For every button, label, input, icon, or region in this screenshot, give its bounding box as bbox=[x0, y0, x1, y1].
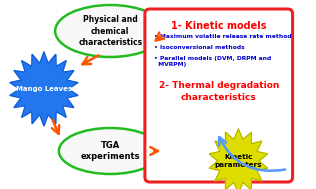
Ellipse shape bbox=[59, 128, 162, 174]
Text: Kinetic
parameters: Kinetic parameters bbox=[215, 154, 262, 168]
FancyBboxPatch shape bbox=[145, 9, 293, 182]
Text: • Maximum volatile release rate method: • Maximum volatile release rate method bbox=[154, 34, 292, 39]
Text: Physical and
chemical
characteristics: Physical and chemical characteristics bbox=[78, 15, 143, 47]
Text: • Parallel models (DVM, DRPM and
  MVRPM): • Parallel models (DVM, DRPM and MVRPM) bbox=[154, 56, 271, 67]
Text: • Isoconversional methods: • Isoconversional methods bbox=[154, 45, 245, 50]
Polygon shape bbox=[209, 129, 268, 189]
Text: 1- Kinetic models: 1- Kinetic models bbox=[171, 21, 266, 31]
Text: Mango Leaves: Mango Leaves bbox=[16, 86, 72, 92]
Text: TGA
experiments: TGA experiments bbox=[81, 141, 140, 161]
Ellipse shape bbox=[55, 5, 166, 57]
Text: 2- Thermal degradation
characteristics: 2- Thermal degradation characteristics bbox=[159, 81, 279, 102]
Polygon shape bbox=[10, 52, 78, 126]
